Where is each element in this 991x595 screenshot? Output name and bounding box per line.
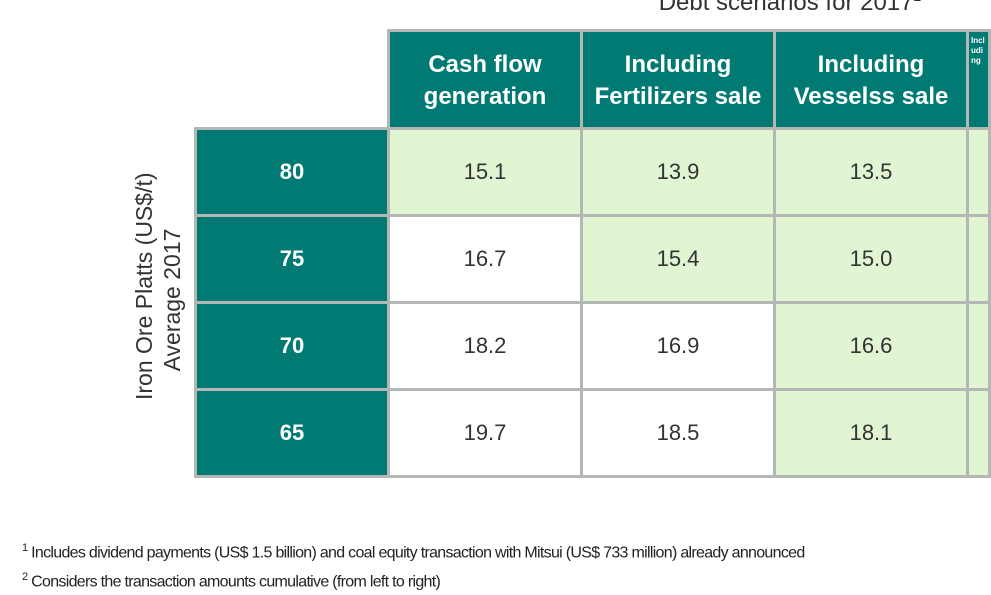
- table-cell: 15.1: [387, 127, 583, 217]
- column-header-text: Including Fertilizers sale: [594, 50, 762, 110]
- row-header-price: 70: [194, 301, 390, 391]
- row-header-price: 65: [194, 388, 390, 478]
- y-axis-label: Iron Ore Platts (US$/t) Average 2017: [130, 172, 186, 400]
- row-header-price: 75: [194, 214, 390, 304]
- row-header-price: 80: [194, 127, 390, 217]
- table-cell: 18.5: [580, 388, 776, 478]
- row-header-price-text: 65: [279, 420, 305, 445]
- row-header-price-text: 75: [279, 246, 305, 271]
- table-title: Debt scenarios for 20172: [600, 0, 980, 17]
- table-cell: [966, 214, 991, 304]
- column-header: Including Fertilizers sale: [580, 29, 776, 132]
- table-cell-text: 15.4: [656, 246, 700, 271]
- table-cell: 18.2: [387, 301, 583, 391]
- table-cell: 15.0: [773, 214, 969, 304]
- footnotes: 1 Includes dividend payments (US$ 1.5 bi…: [22, 536, 984, 595]
- table-cell: 16.9: [580, 301, 776, 391]
- table-cell-text: 16.9: [656, 333, 700, 358]
- footnote-2: 2 Considers the transaction amounts cumu…: [22, 565, 984, 594]
- column-header-text: Including: [971, 36, 985, 65]
- row-header-price-text: 70: [279, 333, 305, 358]
- table-cell: 13.5: [773, 127, 969, 217]
- y-axis-label-line2: Average 2017: [159, 228, 185, 372]
- table-cell-text: 19.7: [463, 420, 507, 445]
- table-cell: 15.4: [580, 214, 776, 304]
- title-footnote-ref: 2: [914, 0, 922, 4]
- table-cell-text: 13.5: [849, 159, 893, 184]
- table-cell: 16.6: [773, 301, 969, 391]
- table-cell: [966, 301, 991, 391]
- table-cell-text: 18.2: [463, 333, 507, 358]
- table-cell: 19.7: [387, 388, 583, 478]
- table-cell-text: 15.0: [849, 246, 893, 271]
- table-cell: 18.1: [773, 388, 969, 478]
- column-header-text: Including Vesselss sale: [793, 50, 949, 110]
- footnote-number: 2: [22, 571, 28, 584]
- table-cell: 13.9: [580, 127, 776, 217]
- table-cell-text: 18.1: [849, 420, 893, 445]
- footnote-text: Considers the transaction amounts cumula…: [31, 573, 441, 591]
- table-cell: 16.7: [387, 214, 583, 304]
- y-axis-label-line1: Iron Ore Platts (US$/t): [131, 172, 157, 400]
- footnote-1: 1 Includes dividend payments (US$ 1.5 bi…: [22, 536, 984, 565]
- title-text: Debt scenarios for 2017: [658, 0, 914, 16]
- column-header-text: Cash flow generation: [423, 50, 547, 110]
- table-cell-text: 15.1: [463, 159, 507, 184]
- table-cell-text: 13.9: [656, 159, 700, 184]
- column-header: Cash flow generation: [387, 29, 583, 132]
- table-cell-text: 18.5: [656, 420, 700, 445]
- table-cell-text: 16.7: [463, 246, 507, 271]
- row-header-price-text: 80: [279, 159, 305, 184]
- table-cell: [966, 388, 991, 478]
- footnote-text: Includes dividend payments (US$ 1.5 bill…: [31, 544, 805, 562]
- table-cell-text: 16.6: [849, 333, 893, 358]
- footnote-number: 1: [22, 542, 28, 554]
- column-header: Including: [966, 29, 991, 132]
- table-cell: [966, 127, 991, 217]
- column-header: Including Vesselss sale: [773, 29, 969, 132]
